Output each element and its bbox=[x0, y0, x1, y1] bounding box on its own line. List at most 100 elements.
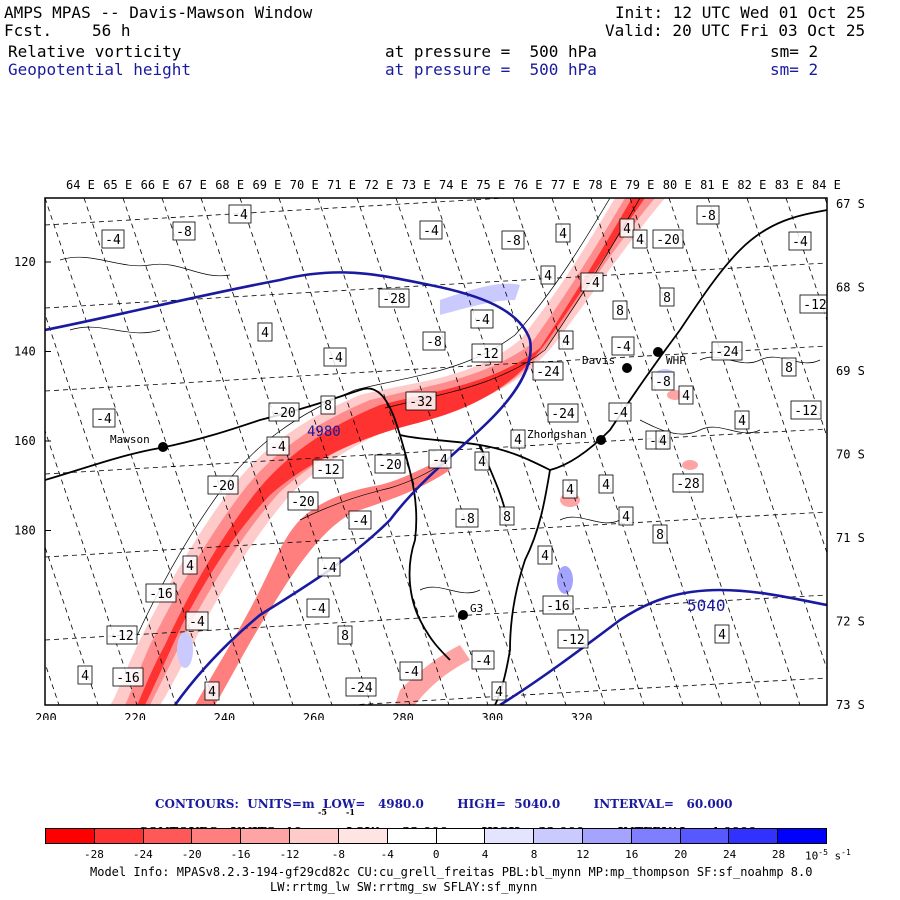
vorticity-units-exp2: -1 bbox=[346, 807, 355, 817]
vorticity-label: -4 bbox=[788, 231, 812, 251]
colorbar-tick-label: 12 bbox=[576, 848, 590, 861]
svg-text:-4: -4 bbox=[475, 654, 491, 669]
svg-text:-16: -16 bbox=[149, 587, 172, 602]
map-frame bbox=[44, 197, 828, 706]
place-label-whp: WHP bbox=[666, 354, 686, 367]
svg-text:4: 4 bbox=[208, 685, 216, 700]
vorticity-label: -12 bbox=[312, 459, 344, 479]
vorticity-label: -20 bbox=[374, 454, 406, 474]
vorticity-map: Mawson Davis WHP Zhongshan G3 4980 5040 … bbox=[14, 178, 865, 720]
svg-text:8: 8 bbox=[656, 528, 664, 543]
svg-text:8: 8 bbox=[663, 291, 671, 306]
colorbar-tick-label: -28 bbox=[83, 848, 104, 861]
svg-text:4: 4 bbox=[602, 478, 610, 493]
vorticity-label: -4 bbox=[101, 229, 125, 249]
field2-level: at pressure = 500 hPa bbox=[385, 60, 597, 79]
x-tick-label: 280 bbox=[392, 711, 414, 720]
vorticity-label: -4 bbox=[323, 347, 347, 367]
init-time: Init: 12 UTC Wed 01 Oct 25 bbox=[615, 3, 866, 22]
lon-label: 80 E bbox=[663, 178, 692, 192]
vorticity-label: 8 bbox=[612, 300, 628, 320]
lon-label: 77 E bbox=[551, 178, 580, 192]
vorticity-label: -16 bbox=[145, 583, 177, 603]
colorbar-swatch bbox=[46, 829, 95, 843]
svg-text:-28: -28 bbox=[676, 477, 699, 492]
svg-text:-4: -4 bbox=[327, 351, 343, 366]
svg-text:8: 8 bbox=[503, 510, 511, 525]
vorticity-label: 4 bbox=[182, 555, 198, 575]
colorbar-tick-label: 8 bbox=[530, 848, 538, 861]
vorticity-label: -4 bbox=[428, 449, 452, 469]
svg-text:-4: -4 bbox=[96, 412, 112, 427]
top-longitude-labels: 64 E 65 E 66 E 67 E 68 E 69 E 70 E 71 E 72 E 73 E… bbox=[66, 178, 841, 192]
place-label-davis: Davis bbox=[582, 354, 615, 367]
colorbar-tick-label: -4 bbox=[380, 848, 394, 861]
svg-text:-4: -4 bbox=[432, 453, 448, 468]
vorticity-label: -4 bbox=[306, 598, 330, 618]
svg-text:-20: -20 bbox=[378, 458, 401, 473]
lon-label: 71 E bbox=[327, 178, 356, 192]
vorticity-label: -4 bbox=[419, 220, 443, 240]
svg-text:4: 4 bbox=[514, 433, 522, 448]
vorticity-label: 4 bbox=[734, 410, 750, 430]
svg-text:-8: -8 bbox=[176, 225, 192, 240]
right-latitude-labels: 67 S 68 S 69 S 70 S 71 S 72 S 73 S bbox=[836, 197, 865, 712]
colorbar-tick-label: -8 bbox=[331, 848, 346, 861]
vorticity-label: 4 bbox=[562, 479, 578, 499]
lon-label: 78 E bbox=[588, 178, 617, 192]
colorbar-tick-label: 24 bbox=[722, 848, 737, 861]
place-label-mawson: Mawson bbox=[110, 433, 150, 446]
svg-text:-24: -24 bbox=[536, 365, 560, 380]
colorbar-swatch bbox=[387, 829, 437, 843]
svg-text:4: 4 bbox=[544, 269, 552, 284]
colorbar-swatch bbox=[778, 829, 826, 843]
forecast-label: Fcst. bbox=[4, 21, 53, 40]
vorticity-label: -4 bbox=[471, 650, 495, 670]
svg-text:-4: -4 bbox=[423, 224, 439, 239]
vorticity-label: 8 bbox=[499, 506, 515, 526]
svg-text:-4: -4 bbox=[270, 440, 286, 455]
vorticity-label: -4 bbox=[348, 510, 372, 530]
vorticity-label: 4 bbox=[558, 330, 574, 350]
svg-text:4: 4 bbox=[623, 222, 631, 237]
colorbar-swatch bbox=[338, 829, 388, 843]
vorticity-label: -28 bbox=[672, 473, 704, 493]
svg-text:-20: -20 bbox=[272, 406, 295, 421]
svg-text:-20: -20 bbox=[291, 495, 314, 510]
vorticity-units-exp: -5 bbox=[318, 807, 327, 817]
colorbar-tick-label: -24 bbox=[132, 848, 153, 861]
lon-label: 79 E bbox=[626, 178, 655, 192]
vorticity-label: 8 bbox=[337, 625, 353, 645]
vorticity-label: -4 bbox=[185, 611, 209, 631]
y-tick-label: 120 bbox=[14, 255, 36, 269]
lon-label: 74 E bbox=[439, 178, 468, 192]
colorbar-tick-label: 0 bbox=[432, 848, 440, 861]
vorticity-label: 8 bbox=[320, 395, 336, 415]
vorticity-label: 8 bbox=[781, 357, 797, 377]
svg-text:-20: -20 bbox=[211, 479, 234, 494]
vorticity-label: 4 bbox=[474, 451, 490, 471]
vorticity-label: 8 bbox=[659, 287, 675, 307]
svg-text:4: 4 bbox=[718, 628, 726, 643]
svg-text:-4: -4 bbox=[792, 235, 808, 250]
colorbar-unit-s: s bbox=[834, 849, 842, 863]
x-tick-label: 300 bbox=[482, 711, 504, 720]
zhongshan-marker bbox=[596, 435, 606, 445]
svg-text:-4: -4 bbox=[352, 514, 368, 529]
field1-smoothing: sm= 2 bbox=[770, 42, 819, 61]
lon-label: 69 E bbox=[253, 178, 282, 192]
vorticity-label: -12 bbox=[799, 294, 827, 314]
height-labels: 4980 5040 bbox=[307, 424, 726, 615]
svg-text:4: 4 bbox=[622, 510, 630, 525]
vorticity-label: -4 bbox=[399, 661, 423, 681]
height-label-4980: 4980 bbox=[307, 424, 341, 440]
svg-text:4: 4 bbox=[562, 334, 570, 349]
colorbar-swatch bbox=[290, 829, 339, 843]
g3-marker bbox=[458, 610, 468, 620]
vorticity-label: -8 bbox=[422, 331, 446, 351]
height-label-5040: 5040 bbox=[687, 596, 726, 615]
colorbar-swatch bbox=[436, 829, 486, 843]
vorticity-contours bbox=[59, 198, 821, 641]
svg-text:4: 4 bbox=[636, 233, 644, 248]
vorticity-label: -20 bbox=[207, 475, 239, 495]
